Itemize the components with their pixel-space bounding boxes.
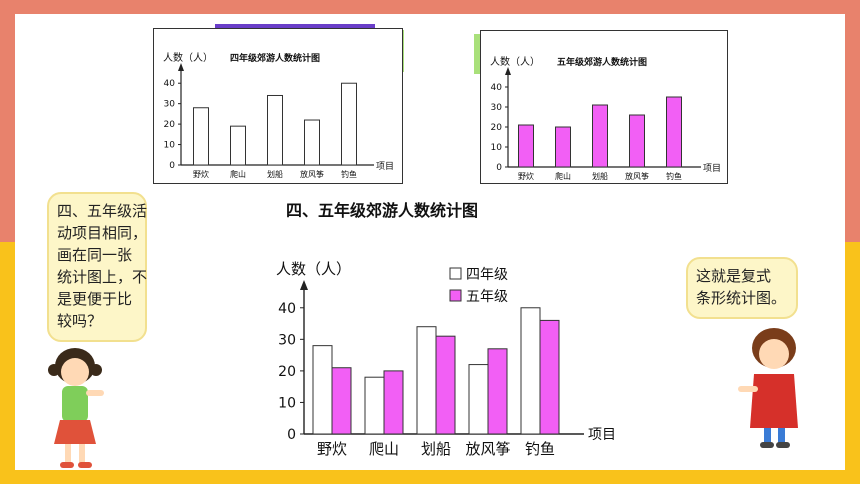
y-tick-label: 20 [491,123,503,133]
bar [629,114,645,168]
bar [341,82,357,166]
y-tick-label: 10 [278,395,296,411]
legend-swatch [449,267,462,280]
x-tick-label: 野炊 [518,171,534,181]
y-tick-label: 30 [164,100,176,110]
y-axis-arrow [178,63,184,71]
chart-title: 五年级郊游人数统计图 [557,56,647,68]
x-tick-label: 爬山 [230,169,246,179]
y-axis-label: 人数（人） [276,260,351,278]
bar-series2 [435,335,456,435]
bar [267,94,283,166]
bar-series1 [468,364,489,435]
y-tick-label: 40 [278,301,296,317]
x-tick-label: 放风筝 [465,440,510,458]
bar-series1 [364,376,385,435]
y-tick-label: 0 [287,427,296,443]
x-tick-label: 放风筝 [625,171,649,181]
chart-title: 四年级郊游人数统计图 [230,52,320,64]
x-tick-label: 划船 [592,171,608,181]
bar-series2 [383,370,404,435]
speech-bubble-left: 四、五年级活 动项目相同， 画在同一张 统计图上，不 是更便于比 较吗？ [47,192,147,342]
bar [304,119,320,166]
x-axis-label: 项目 [703,163,721,174]
y-axis-label: 人数（人） [490,55,540,68]
x-tick-label: 爬山 [555,171,571,181]
bar [230,125,246,166]
legend-label: 五年级 [466,289,508,305]
bar [518,124,534,168]
x-tick-label: 爬山 [369,440,399,458]
y-tick-label: 0 [169,161,175,171]
decor-tab-green-right [474,34,482,74]
y-tick-label: 10 [164,141,176,151]
legend-swatch [449,289,462,302]
bar-series2 [487,348,508,435]
bar [592,104,608,168]
bar [555,126,571,168]
x-tick-label: 划船 [267,169,283,179]
bar-series1 [520,307,541,435]
x-axis-label: 项目 [376,161,394,172]
bar-series2 [331,367,352,435]
bar-series1 [312,345,333,435]
y-axis-label: 人数（人） [163,51,213,64]
y-tick-label: 0 [496,163,502,173]
bar [193,107,209,166]
x-tick-label: 钓鱼 [525,440,555,458]
speech-bubble-right: 这就是复式 条形统计图。 [686,257,798,319]
y-tick-label: 30 [278,332,296,348]
y-axis-arrow [300,280,308,290]
main-title: 四、五年级郊游人数统计图 [286,201,479,220]
x-axis-label: 项目 [588,427,616,443]
y-tick-label: 10 [491,143,503,153]
x-tick-label: 野炊 [317,440,347,458]
y-tick-label: 20 [164,120,176,130]
x-tick-label: 划船 [421,440,451,458]
y-tick-label: 40 [164,79,176,89]
y-axis-arrow [505,67,511,75]
chart-grade5: 人数（人） 五年级郊游人数统计图项目 0 10 20 30 40 野炊 爬山 划船 放风筝 钓鱼 [480,30,728,184]
bar-series2 [539,319,560,435]
y-tick-label: 40 [491,83,503,93]
x-tick-label: 野炊 [193,169,209,179]
chart-grade4: 人数（人） 四年级郊游人数统计图项目 0 10 20 30 40 野炊 爬山 划船 放风筝 钓鱼 [153,28,403,184]
x-tick-label: 钓鱼 [341,169,357,179]
girl-left-illustration [48,348,104,468]
bar-series1 [416,326,437,435]
girl-right-illustration [738,328,798,448]
bar [666,96,682,168]
y-tick-label: 30 [491,103,503,113]
legend-label: 四年级 [466,267,508,283]
y-tick-label: 20 [278,364,296,380]
x-tick-label: 放风筝 [300,169,324,179]
x-tick-label: 钓鱼 [666,171,682,181]
